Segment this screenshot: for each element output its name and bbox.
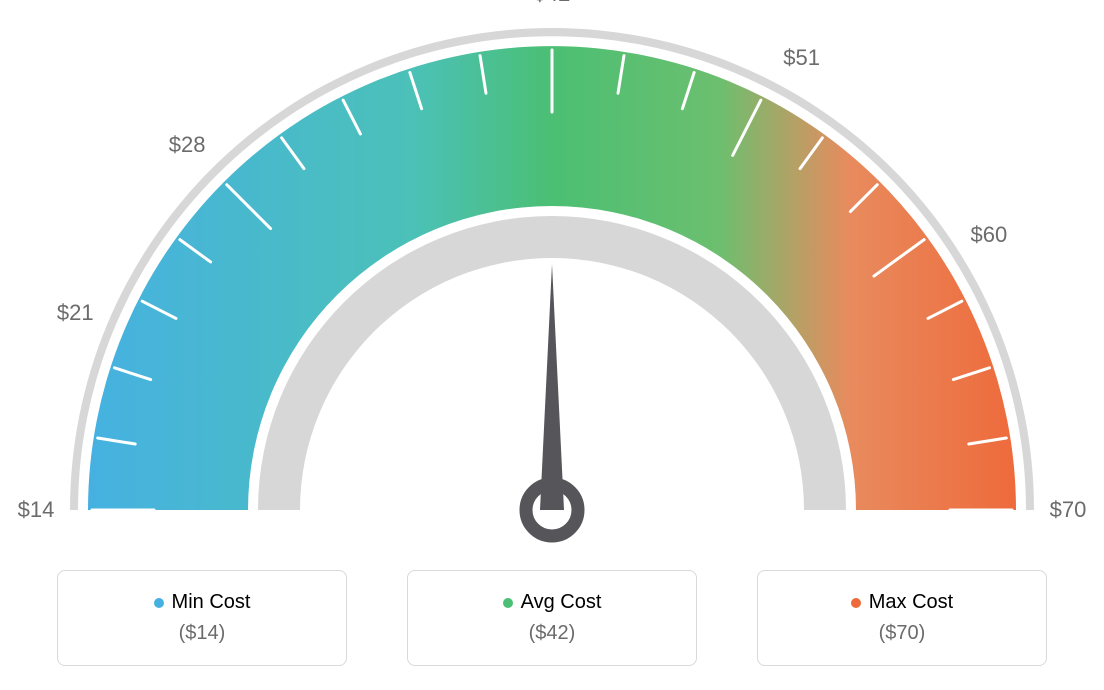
gauge-tick-label: $42 bbox=[534, 0, 571, 7]
legend-value-avg: ($42) bbox=[529, 622, 576, 645]
legend-row: Min Cost ($14) Avg Cost ($42) Max Cost (… bbox=[0, 560, 1104, 666]
legend-label-min: Min Cost bbox=[172, 591, 251, 614]
legend-card-avg: Avg Cost ($42) bbox=[407, 570, 697, 666]
legend-card-max: Max Cost ($70) bbox=[757, 570, 1047, 666]
legend-dot-max bbox=[851, 598, 861, 608]
legend-title-min: Min Cost bbox=[154, 591, 251, 614]
legend-dot-min bbox=[154, 598, 164, 608]
gauge-container: $14 $21 $28 $42 $51 $60 $70 bbox=[0, 0, 1104, 560]
legend-title-max: Max Cost bbox=[851, 591, 953, 614]
legend-label-max: Max Cost bbox=[869, 591, 953, 614]
legend-card-min: Min Cost ($14) bbox=[57, 570, 347, 666]
legend-label-avg: Avg Cost bbox=[521, 591, 602, 614]
gauge-tick-label: $51 bbox=[783, 45, 820, 71]
gauge-tick-label: $28 bbox=[169, 132, 206, 158]
gauge-tick-label: $21 bbox=[57, 300, 94, 326]
gauge-tick-label: $70 bbox=[1050, 497, 1087, 523]
legend-value-max: ($70) bbox=[879, 622, 926, 645]
legend-title-avg: Avg Cost bbox=[503, 591, 602, 614]
legend-value-min: ($14) bbox=[179, 622, 226, 645]
legend-dot-avg bbox=[503, 598, 513, 608]
gauge-tick-label: $14 bbox=[18, 497, 55, 523]
gauge-svg bbox=[0, 0, 1104, 560]
gauge-tick-label: $60 bbox=[971, 222, 1008, 248]
